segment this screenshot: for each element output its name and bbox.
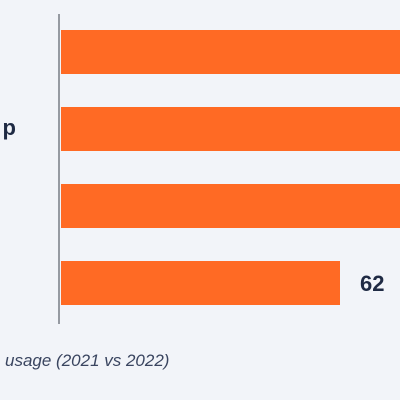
bar xyxy=(61,261,340,305)
category-label: p xyxy=(3,115,16,140)
category-labels: p xyxy=(3,115,16,140)
bar xyxy=(61,30,400,74)
bar xyxy=(61,184,400,228)
bars xyxy=(61,30,400,305)
bar xyxy=(61,107,400,151)
value-label: 62 xyxy=(360,271,384,296)
value-labels: 62 xyxy=(360,271,384,296)
chart-caption: usage (2021 vs 2022) xyxy=(5,351,170,370)
